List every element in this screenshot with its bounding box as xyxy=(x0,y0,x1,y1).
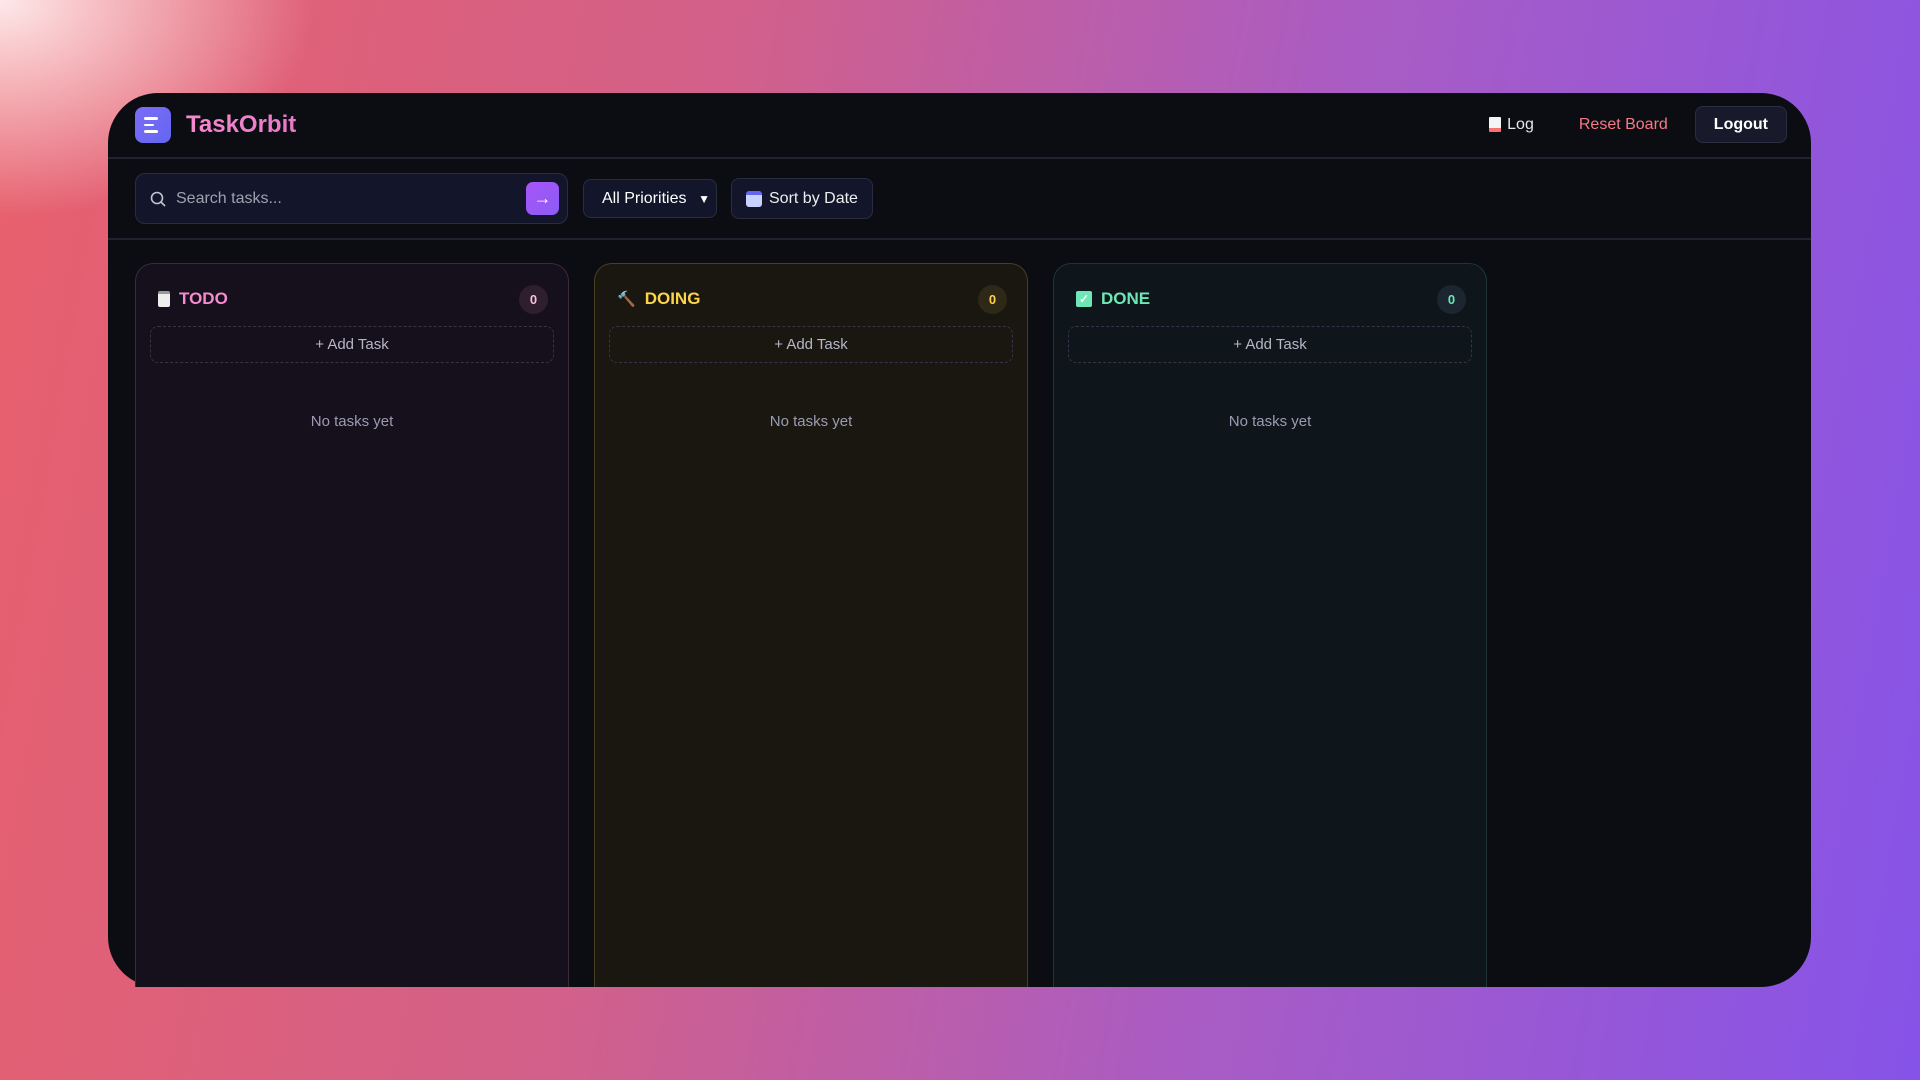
board: TODO 0 + Add Task No tasks yet 🔨 DOING 0 … xyxy=(135,263,1487,987)
add-task-button[interactable]: + Add Task xyxy=(1068,326,1472,363)
sort-label: Sort by Date xyxy=(769,189,858,207)
log-button[interactable]: Log xyxy=(1489,116,1534,134)
add-task-button[interactable]: + Add Task xyxy=(609,326,1013,363)
menu-icon[interactable] xyxy=(135,107,171,143)
app-title: TaskOrbit xyxy=(186,111,297,138)
log-label: Log xyxy=(1507,115,1534,133)
arrow-right-icon: → xyxy=(533,188,552,208)
column-title: DONE xyxy=(1101,289,1151,308)
empty-state: No tasks yet xyxy=(310,413,394,430)
column-title: DOING xyxy=(644,289,701,308)
chevron-down-icon: ▼ xyxy=(698,191,710,206)
column-title: TODO xyxy=(179,289,228,308)
empty-state: No tasks yet xyxy=(1228,413,1312,430)
column-done: ✓ DONE 0 + Add Task No tasks yet xyxy=(1053,263,1487,987)
column-todo: TODO 0 + Add Task No tasks yet xyxy=(135,263,569,987)
header: TaskOrbit Log Reset Board Logout xyxy=(108,93,1811,159)
document-icon xyxy=(1489,117,1502,132)
search-input[interactable] xyxy=(176,189,526,208)
sort-by-date-button[interactable]: Sort by Date xyxy=(731,178,873,219)
priority-select[interactable]: All Priorities ▼ xyxy=(583,179,717,218)
toolbar: → All Priorities ▼ Sort by Date xyxy=(108,159,1811,240)
count-badge: 0 xyxy=(1437,284,1466,314)
logout-button[interactable]: Logout xyxy=(1694,106,1787,143)
search-submit-button[interactable]: → xyxy=(526,182,559,215)
count-badge: 0 xyxy=(519,284,548,314)
hammer-icon: 🔨 xyxy=(617,291,636,308)
search-box: → xyxy=(135,173,568,224)
clipboard-icon xyxy=(158,291,170,307)
reset-board-button[interactable]: Reset Board xyxy=(1578,115,1668,133)
priority-selected: All Priorities xyxy=(602,189,687,207)
empty-state: No tasks yet xyxy=(769,413,853,430)
check-box-icon: ✓ xyxy=(1076,291,1092,307)
app-window: TaskOrbit Log Reset Board Logout → All P… xyxy=(108,93,1811,987)
count-badge: 0 xyxy=(978,284,1007,314)
calendar-icon xyxy=(746,190,762,207)
add-task-button[interactable]: + Add Task xyxy=(150,326,554,363)
search-icon xyxy=(150,191,166,207)
column-doing: 🔨 DOING 0 + Add Task No tasks yet xyxy=(594,263,1028,987)
